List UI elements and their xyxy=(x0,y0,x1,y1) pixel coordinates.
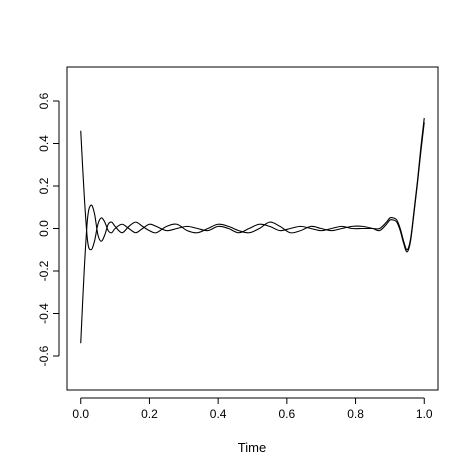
x-tick-label: 0.6 xyxy=(279,407,296,421)
x-tick-label: 0.0 xyxy=(72,407,89,421)
y-tick-label: -0.2 xyxy=(37,260,51,281)
x-axis: 0.0 0.2 0.4 0.6 0.8 1.0 xyxy=(72,397,433,421)
y-axis: -0.6 -0.4 -0.2 0.0 0.2 0.4 0.6 xyxy=(37,92,60,366)
y-tick-label: 0.0 xyxy=(37,220,51,237)
x-tick-label: 0.8 xyxy=(347,407,364,421)
y-tick-label: 0.2 xyxy=(37,177,51,194)
y-tick-label: 0.4 xyxy=(37,135,51,152)
y-tick-label: -0.4 xyxy=(37,303,51,324)
series-line-1 xyxy=(80,117,425,251)
x-tick-label: 0.4 xyxy=(210,407,227,421)
plot-frame xyxy=(66,66,439,391)
series-layer xyxy=(80,117,425,344)
y-tick-label: 0.6 xyxy=(37,92,51,109)
x-axis-title: Time xyxy=(238,440,266,455)
x-tick-label: 1.0 xyxy=(416,407,433,421)
x-tick-label: 0.2 xyxy=(141,407,158,421)
y-tick-label: -0.6 xyxy=(37,345,51,366)
series-line-2 xyxy=(80,122,425,344)
